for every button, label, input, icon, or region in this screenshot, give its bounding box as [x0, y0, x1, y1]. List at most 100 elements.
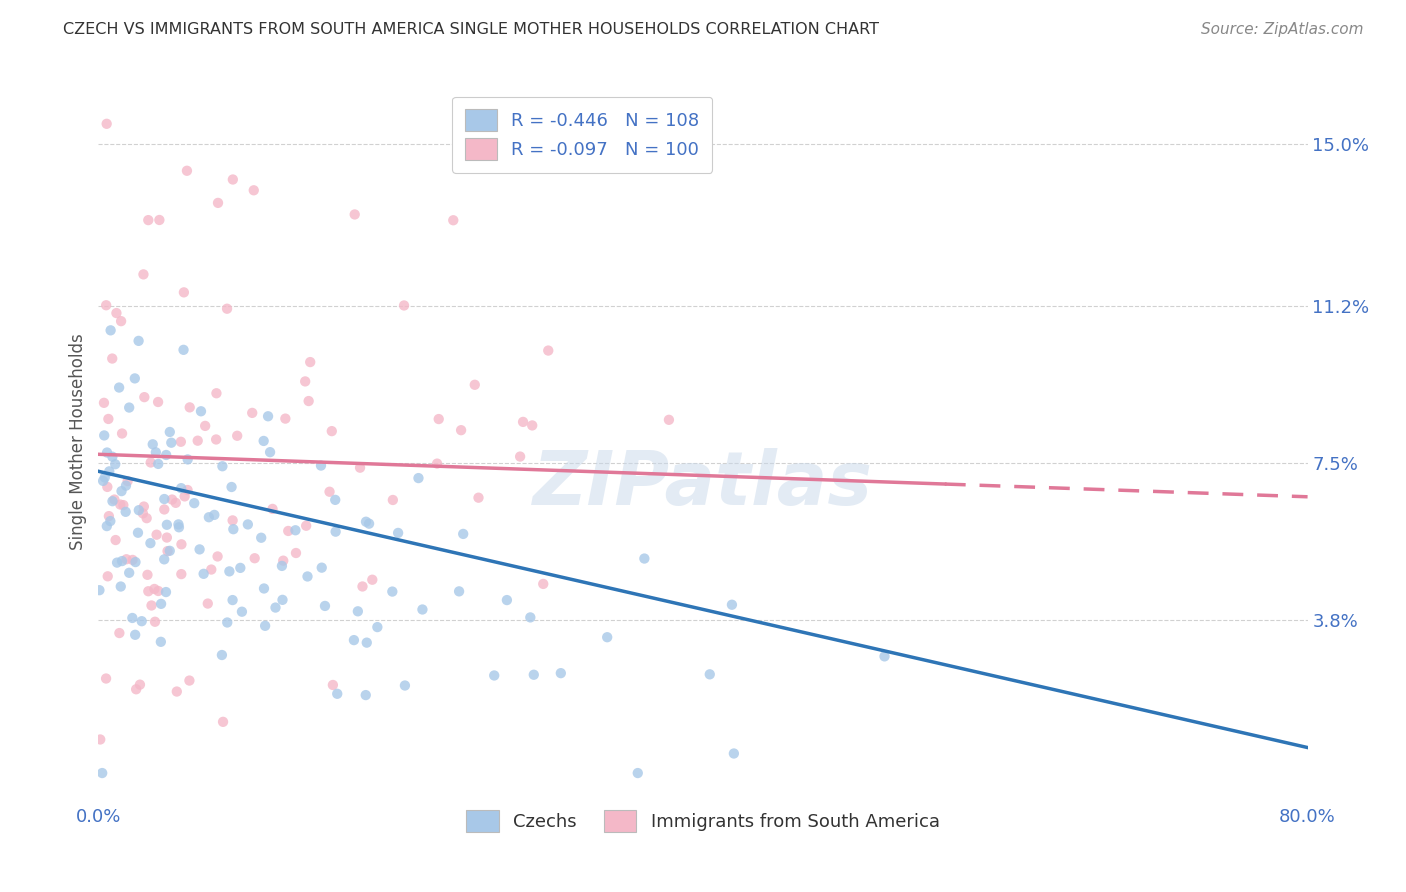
Point	[347, 604, 370, 618]
Point	[179, 401, 201, 415]
Point	[197, 597, 219, 611]
Point	[108, 380, 131, 394]
Point	[352, 579, 374, 593]
Point	[699, 667, 721, 681]
Point	[93, 396, 115, 410]
Point	[148, 457, 170, 471]
Point	[254, 619, 277, 633]
Point	[212, 714, 235, 729]
Point	[381, 584, 404, 599]
Point	[451, 527, 474, 541]
Point	[170, 434, 193, 449]
Point	[633, 551, 655, 566]
Point	[167, 517, 190, 532]
Point	[93, 428, 115, 442]
Point	[100, 323, 122, 337]
Point	[202, 508, 225, 522]
Point	[231, 605, 253, 619]
Point	[118, 401, 141, 415]
Text: CZECH VS IMMIGRANTS FROM SOUTH AMERICA SINGLE MOTHER HOUSEHOLDS CORRELATION CHAR: CZECH VS IMMIGRANTS FROM SOUTH AMERICA S…	[63, 22, 879, 37]
Point	[464, 377, 486, 392]
Point	[118, 566, 141, 580]
Point	[236, 517, 259, 532]
Point	[394, 679, 416, 693]
Point	[449, 584, 471, 599]
Point	[170, 567, 193, 582]
Point	[136, 584, 159, 599]
Point	[160, 435, 183, 450]
Point	[512, 415, 534, 429]
Point	[149, 635, 172, 649]
Point	[166, 684, 188, 698]
Point	[387, 525, 409, 540]
Point	[427, 412, 450, 426]
Point	[159, 425, 181, 439]
Point	[165, 496, 187, 510]
Legend: Czechs, Immigrants from South America: Czechs, Immigrants from South America	[454, 797, 952, 845]
Point	[143, 582, 166, 596]
Point	[108, 626, 131, 640]
Point	[284, 523, 307, 537]
Point	[156, 531, 179, 545]
Point	[128, 503, 150, 517]
Point	[155, 448, 177, 462]
Point	[143, 615, 166, 629]
Point	[361, 573, 384, 587]
Point	[115, 478, 138, 492]
Point	[218, 565, 240, 579]
Point	[240, 406, 263, 420]
Point	[155, 585, 177, 599]
Point	[156, 544, 179, 558]
Point	[467, 491, 489, 505]
Point	[132, 507, 155, 521]
Point	[298, 394, 321, 409]
Point	[211, 648, 233, 662]
Point	[381, 493, 404, 508]
Point	[309, 458, 332, 473]
Point	[450, 423, 472, 437]
Point	[271, 558, 294, 573]
Point	[104, 457, 127, 471]
Point	[322, 678, 344, 692]
Point	[411, 602, 433, 616]
Text: Source: ZipAtlas.com: Source: ZipAtlas.com	[1201, 22, 1364, 37]
Point	[96, 445, 118, 459]
Point	[101, 450, 124, 464]
Point	[121, 553, 143, 567]
Text: ZIPatlas: ZIPatlas	[533, 449, 873, 522]
Point	[110, 314, 132, 328]
Point	[205, 386, 228, 401]
Point	[658, 413, 681, 427]
Point	[188, 542, 211, 557]
Point	[326, 687, 349, 701]
Point	[121, 611, 143, 625]
Point	[271, 554, 294, 568]
Point	[176, 163, 198, 178]
Point	[101, 351, 124, 366]
Point	[257, 409, 280, 424]
Point	[253, 582, 276, 596]
Point	[721, 598, 744, 612]
Point	[318, 484, 340, 499]
Point	[170, 537, 193, 551]
Point	[523, 667, 546, 681]
Point	[146, 395, 169, 409]
Point	[145, 445, 167, 459]
Point	[205, 433, 228, 447]
Point	[98, 514, 121, 528]
Point	[198, 510, 221, 524]
Point	[354, 688, 377, 702]
Point	[531, 577, 554, 591]
Point	[311, 560, 333, 574]
Point	[131, 614, 153, 628]
Point	[159, 544, 181, 558]
Point	[110, 580, 132, 594]
Point	[115, 552, 138, 566]
Point	[321, 424, 343, 438]
Point	[550, 666, 572, 681]
Point	[132, 500, 155, 514]
Point	[105, 556, 128, 570]
Point	[153, 552, 176, 566]
Point	[408, 471, 430, 485]
Y-axis label: Single Mother Households: Single Mother Households	[69, 334, 87, 549]
